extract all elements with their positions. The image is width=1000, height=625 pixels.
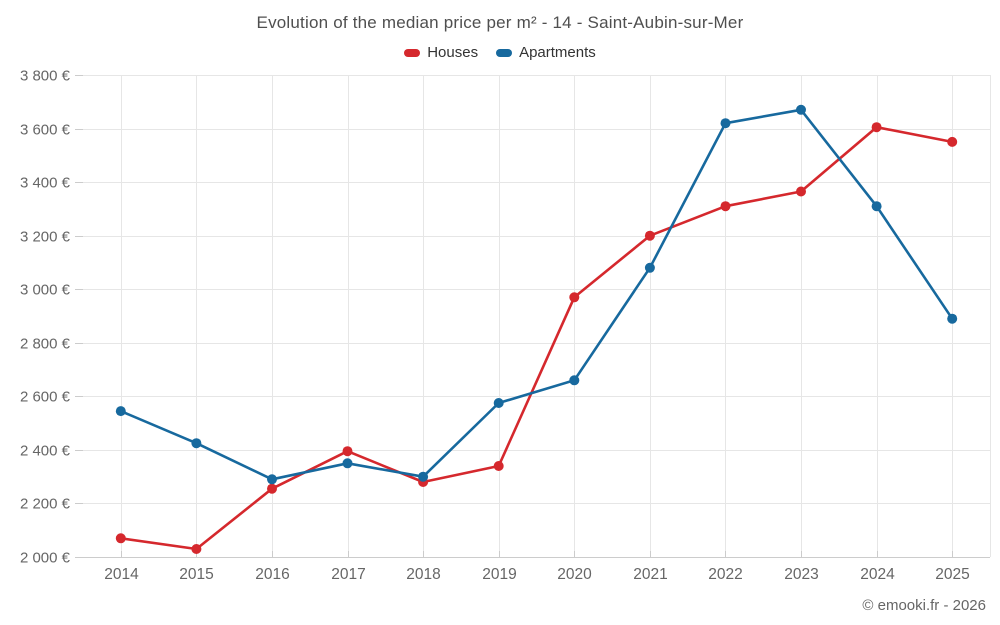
x-axis-label: 2018 [406, 566, 440, 583]
series-houses-point-2017[interactable] [342, 446, 353, 457]
series-apartments-point-2015[interactable] [191, 438, 202, 449]
x-axis-label: 2015 [179, 566, 213, 583]
y-axis-label: 3 800 € [20, 68, 71, 85]
series-houses-point-2025[interactable] [947, 136, 958, 147]
x-axis-label: 2023 [784, 566, 818, 583]
legend-label: Houses [427, 44, 479, 61]
series-apartments-point-2018[interactable] [418, 471, 429, 482]
series-houses-point-2015[interactable] [191, 544, 202, 554]
x-axis-label: 2024 [860, 566, 895, 583]
series-houses-line [119, 125, 954, 551]
x-axis-label: 2017 [331, 566, 365, 583]
series-apartments-point-2019[interactable] [493, 398, 504, 408]
series-apartments-point-2025[interactable] [947, 313, 958, 324]
legend-item-apartments[interactable]: Apartments [496, 44, 596, 61]
series-apartments-point-2014[interactable] [115, 406, 126, 417]
series-houses-point-2020[interactable] [569, 292, 580, 303]
y-axis-label: 2 800 € [20, 336, 71, 353]
series-apartments-line [119, 108, 954, 481]
x-axis-label: 2019 [482, 566, 516, 583]
chart-title: Evolution of the median price per m² - 1… [256, 13, 744, 32]
y-axis-label: 3 000 € [20, 282, 71, 299]
series-houses-point-2024[interactable] [871, 122, 882, 133]
y-axis-label: 2 400 € [20, 443, 71, 460]
credits-link[interactable]: © emooki.fr - 2026 [862, 597, 986, 614]
y-axis-label: 2 000 € [20, 550, 71, 567]
series-apartments-point-2023[interactable] [796, 104, 806, 115]
x-axis-label: 2022 [708, 566, 742, 583]
series-apartments-point-2022[interactable] [720, 118, 731, 129]
x-axis-label: 2025 [935, 566, 969, 583]
series-houses-point-2016[interactable] [267, 483, 277, 494]
series-apartments-point-2017[interactable] [342, 458, 353, 469]
x-axis-label: 2020 [557, 566, 592, 583]
series-apartments-point-2024[interactable] [871, 201, 882, 212]
series-apartments-point-2020[interactable] [569, 375, 580, 386]
y-axis-label: 3 400 € [20, 175, 71, 192]
x-axis-label: 2021 [633, 566, 667, 583]
y-axis-label: 2 600 € [20, 389, 71, 406]
series-apartments-point-2016[interactable] [267, 474, 277, 485]
legend-item-houses[interactable]: Houses [404, 44, 478, 61]
legend-label: Apartments [519, 44, 596, 61]
series-houses-point-2019[interactable] [493, 461, 504, 471]
x-axis-label: 2014 [104, 566, 139, 583]
series-houses-point-2021[interactable] [644, 230, 655, 241]
series-houses-point-2023[interactable] [796, 186, 806, 197]
y-axis-label: 3 200 € [20, 229, 71, 246]
y-axis-label: 2 200 € [20, 496, 71, 513]
series-houses-point-2022[interactable] [720, 201, 731, 212]
series-houses-point-2014[interactable] [115, 533, 126, 544]
series-apartments-point-2021[interactable] [644, 262, 655, 273]
x-axis-label: 2016 [255, 566, 289, 583]
y-axis-label: 3 600 € [20, 122, 71, 139]
legend-marker-apartments [496, 48, 513, 57]
legend-marker-houses [404, 48, 421, 57]
legend: Houses Apartments [0, 44, 1000, 61]
